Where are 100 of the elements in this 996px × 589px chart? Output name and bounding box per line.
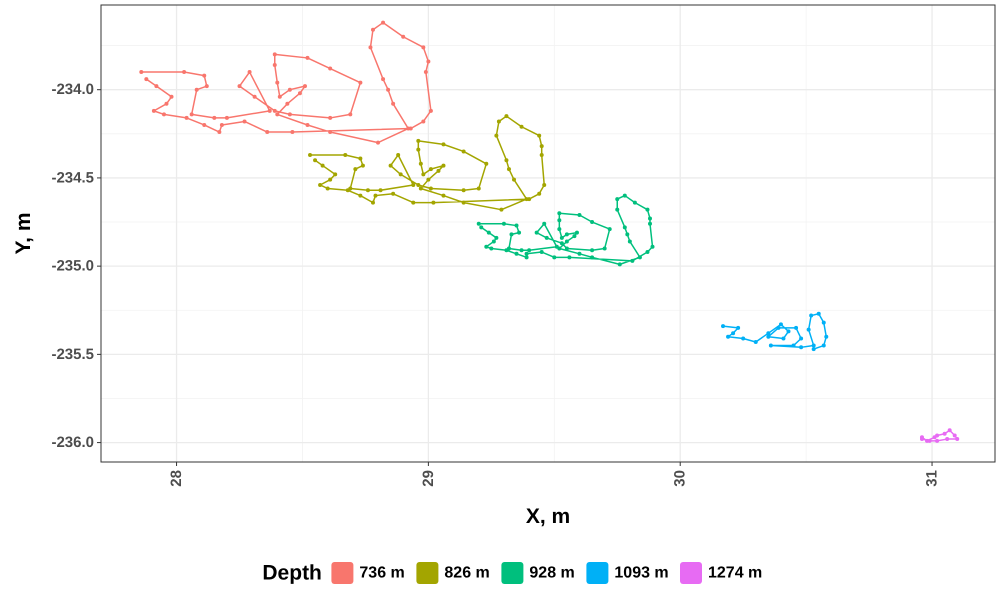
point bbox=[766, 331, 770, 336]
point bbox=[794, 326, 798, 330]
point bbox=[428, 186, 433, 191]
point bbox=[343, 152, 348, 157]
point bbox=[615, 208, 620, 212]
x-axis-title: X, m bbox=[526, 505, 570, 528]
point bbox=[768, 344, 773, 348]
y-tick-label: -234.5 bbox=[51, 169, 94, 186]
point bbox=[514, 252, 519, 256]
x-tick-label: 28 bbox=[168, 470, 186, 487]
point bbox=[524, 255, 529, 260]
point bbox=[381, 20, 386, 25]
point bbox=[496, 119, 501, 124]
point bbox=[590, 248, 594, 252]
point bbox=[557, 246, 562, 250]
point bbox=[333, 172, 338, 176]
point bbox=[368, 45, 372, 50]
point bbox=[428, 167, 433, 172]
point bbox=[217, 130, 222, 134]
point bbox=[391, 102, 396, 106]
point bbox=[618, 262, 622, 266]
point bbox=[499, 208, 504, 212]
point bbox=[462, 200, 466, 205]
point bbox=[645, 250, 650, 254]
point bbox=[411, 182, 416, 187]
point bbox=[557, 211, 562, 216]
point bbox=[542, 222, 546, 226]
point bbox=[484, 244, 488, 249]
point bbox=[202, 122, 206, 127]
point bbox=[494, 134, 498, 138]
point bbox=[242, 119, 247, 124]
point bbox=[252, 94, 257, 99]
point bbox=[313, 158, 318, 162]
point bbox=[650, 244, 655, 249]
point bbox=[154, 84, 158, 88]
y-tick-label: -236.0 bbox=[51, 434, 94, 452]
point bbox=[366, 188, 370, 192]
point bbox=[328, 130, 332, 134]
point bbox=[602, 246, 607, 250]
x-tick-label: 29 bbox=[420, 470, 437, 487]
point bbox=[238, 84, 242, 88]
point bbox=[202, 74, 206, 78]
point bbox=[278, 94, 282, 99]
point bbox=[290, 130, 294, 134]
point bbox=[799, 336, 804, 340]
point bbox=[534, 230, 539, 235]
point bbox=[381, 77, 386, 82]
point bbox=[520, 124, 524, 129]
legend-label: 1274 m bbox=[708, 564, 762, 582]
point bbox=[358, 156, 362, 161]
point bbox=[560, 241, 564, 246]
point bbox=[628, 239, 632, 244]
point bbox=[328, 66, 332, 71]
point bbox=[248, 70, 252, 74]
point bbox=[275, 112, 280, 116]
point bbox=[509, 232, 514, 236]
y-axis-title: Y, m bbox=[12, 212, 35, 255]
point bbox=[638, 255, 642, 260]
point bbox=[625, 232, 630, 236]
point bbox=[144, 77, 148, 82]
point bbox=[572, 234, 576, 238]
point bbox=[948, 428, 952, 432]
point bbox=[162, 112, 166, 116]
point bbox=[421, 119, 426, 124]
point bbox=[431, 200, 436, 205]
point bbox=[567, 255, 572, 260]
point bbox=[418, 162, 423, 166]
point bbox=[272, 108, 277, 113]
y-tick-label: -235.0 bbox=[51, 258, 94, 275]
point bbox=[824, 334, 828, 339]
legend-label: 1093 m bbox=[614, 564, 669, 582]
point bbox=[615, 197, 620, 202]
point bbox=[502, 222, 506, 226]
point bbox=[275, 80, 280, 85]
point bbox=[608, 227, 612, 232]
point bbox=[809, 314, 814, 318]
point bbox=[537, 192, 542, 196]
point bbox=[731, 331, 736, 336]
point bbox=[378, 188, 383, 192]
x-tick-label: 31 bbox=[924, 470, 941, 487]
point bbox=[421, 172, 426, 176]
point bbox=[577, 252, 582, 256]
point bbox=[932, 435, 937, 440]
point bbox=[648, 222, 652, 226]
point bbox=[306, 56, 310, 60]
point bbox=[401, 34, 406, 39]
point bbox=[564, 232, 569, 236]
point bbox=[506, 167, 511, 172]
point bbox=[441, 194, 446, 198]
point bbox=[418, 186, 423, 191]
point bbox=[416, 182, 420, 187]
point bbox=[754, 340, 758, 344]
point bbox=[306, 122, 310, 127]
point bbox=[778, 322, 783, 326]
point bbox=[476, 186, 481, 191]
point bbox=[164, 102, 168, 106]
point bbox=[935, 438, 940, 443]
point bbox=[373, 194, 378, 198]
point bbox=[517, 230, 522, 235]
point bbox=[320, 164, 325, 168]
